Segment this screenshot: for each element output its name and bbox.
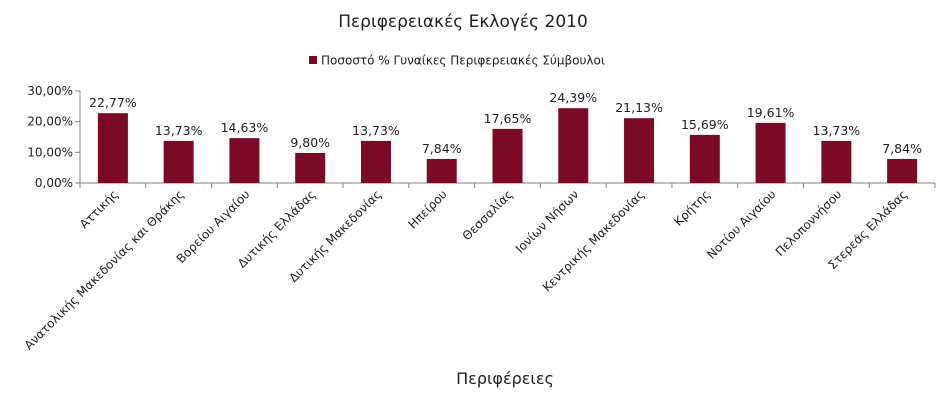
data-label: 24,39%	[549, 90, 597, 105]
x-tick-label: Πελοποννήσου	[773, 187, 845, 259]
y-axis: 0,00% 10,00% 20,00% 30,00%	[27, 84, 81, 190]
bar	[624, 118, 655, 183]
bar	[163, 140, 194, 183]
x-tick-label: Κρήτης	[671, 187, 713, 229]
bar	[755, 122, 786, 183]
y-tick-label: 30,00%	[27, 84, 73, 98]
data-label: 14,63%	[221, 120, 269, 135]
bar	[426, 158, 457, 183]
bar	[821, 140, 852, 183]
chart-title: Περιφερειακές Εκλογές 2010	[338, 12, 588, 32]
data-label: 17,65%	[484, 111, 532, 126]
bar	[295, 152, 326, 183]
x-axis	[79, 182, 936, 188]
x-tick-label: Ιονίων Νήσων	[513, 187, 582, 256]
data-label: 21,13%	[615, 100, 663, 115]
bar	[689, 134, 720, 183]
data-label: 7,84%	[882, 141, 922, 156]
data-label: 13,73%	[352, 123, 400, 138]
data-label: 9,80%	[290, 135, 330, 150]
data-label: 13,73%	[813, 123, 861, 138]
legend-swatch	[309, 56, 317, 64]
data-label: 22,77%	[89, 95, 137, 110]
data-labels: 22,77% 13,73% 14,63% 9,80% 13,73% 7,84% 17,65%…	[89, 90, 922, 156]
bar	[229, 138, 260, 183]
bar	[558, 108, 589, 183]
x-tick-label: Νοτίου Αιγαίου	[704, 187, 779, 262]
data-label: 19,61%	[747, 105, 795, 120]
data-label: 15,69%	[681, 117, 729, 132]
y-tick-label: 20,00%	[27, 115, 73, 129]
bar	[492, 128, 523, 183]
bar	[360, 140, 391, 183]
legend: Ποσοστό % Γυναίκες Περιφερειακές Σύμβουλ…	[309, 54, 605, 68]
bar	[97, 113, 128, 183]
x-tick-label: Ηπείρου	[406, 187, 450, 231]
x-axis-title: Περιφέρειες	[456, 369, 554, 388]
y-tick-label: 10,00%	[27, 145, 73, 159]
x-tick-label: Αττικής	[77, 187, 121, 231]
y-tick-label: 0,00%	[35, 176, 73, 190]
data-label: 13,73%	[155, 123, 203, 138]
x-tick-label: Θεσσαλίας	[460, 187, 516, 243]
bars	[97, 108, 918, 183]
data-label: 7,84%	[422, 141, 462, 156]
bar	[887, 158, 918, 183]
legend-label: Ποσοστό % Γυναίκες Περιφερειακές Σύμβουλ…	[321, 54, 605, 68]
